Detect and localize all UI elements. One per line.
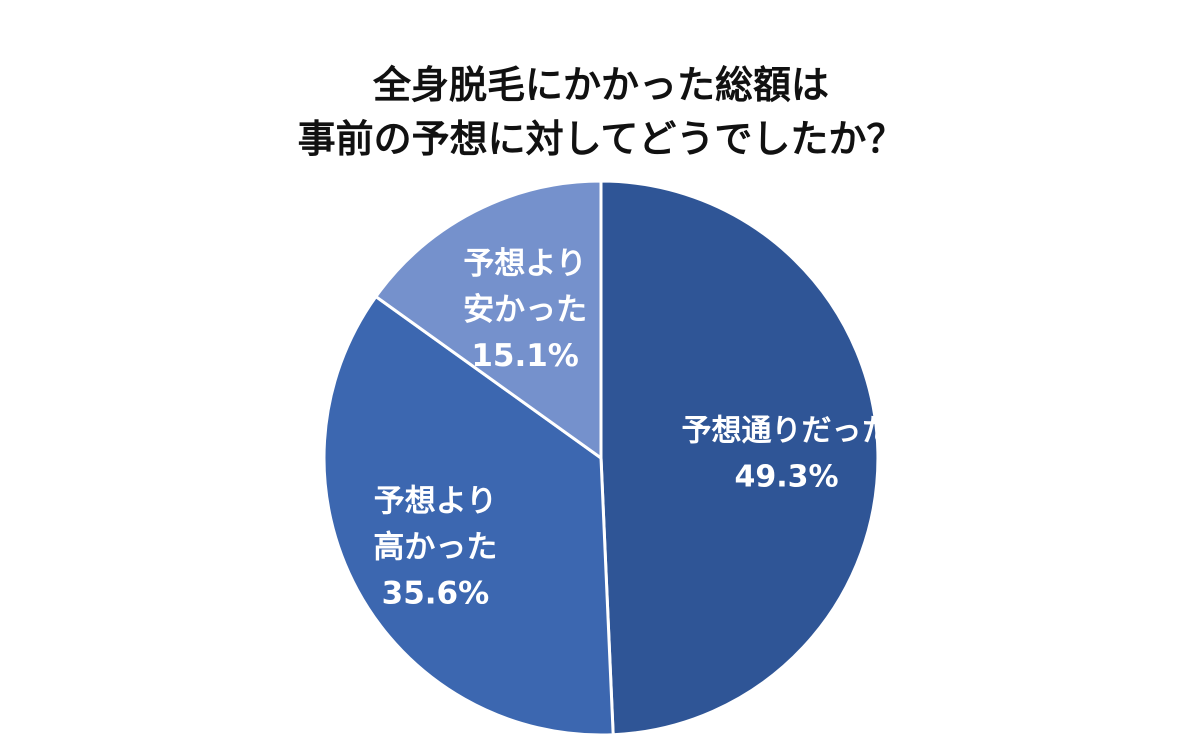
pie-slice-3-label: 安かった <box>463 292 587 328</box>
chart-title-line-1: 全身脱毛にかかった総額は <box>372 63 829 107</box>
pie-slice-2-value-label: 35.6% <box>382 576 490 612</box>
pie-slice-1-value-label: 49.3% <box>734 459 838 494</box>
pie-slice-3-value-label: 15.1% <box>471 338 579 374</box>
pie-slice-2-label: 予想より <box>374 484 497 520</box>
pie-slice-3-label: 予想より <box>463 246 586 282</box>
pie-slice-1 <box>599 179 880 737</box>
pie-slice-3 <box>374 179 603 460</box>
pie-slice-2 <box>322 295 615 737</box>
pie-slice-1-label: 予想通りだった <box>682 413 892 448</box>
pie-slices <box>322 179 880 737</box>
pie-slice-2-label: 高かった <box>373 530 497 566</box>
chart-title-line-2: 事前の予想に対してどうでしたか？ <box>297 117 905 161</box>
chart-title: 全身脱毛にかかった総額は 事前の予想に対してどうでしたか？ <box>0 58 1202 166</box>
